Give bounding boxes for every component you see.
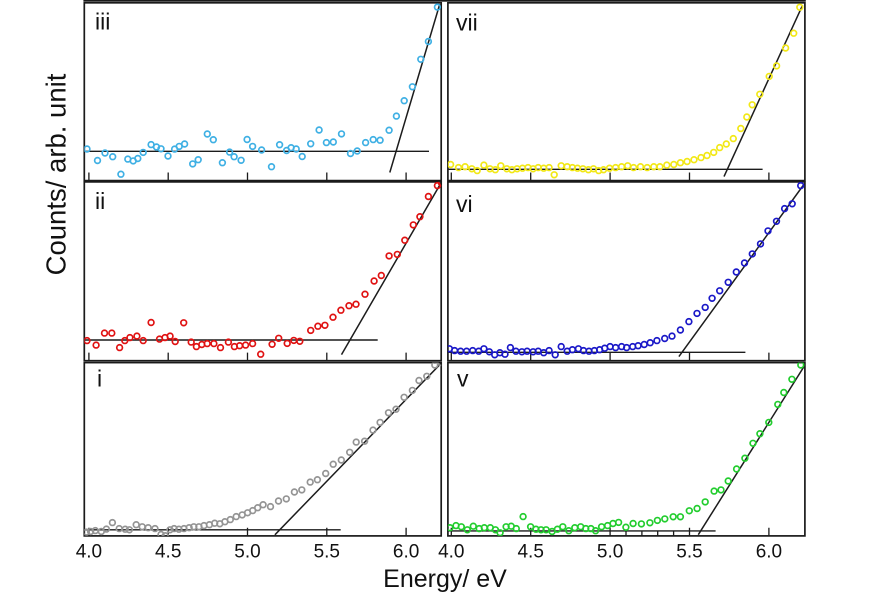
svg-text:vi: vi [456,191,473,217]
svg-text:v: v [457,366,469,392]
svg-text:vii: vii [456,10,478,36]
svg-text:5.5: 5.5 [314,542,340,563]
svg-text:5.5: 5.5 [676,542,702,563]
svg-text:4.0: 4.0 [438,542,464,563]
svg-text:ii: ii [95,188,105,214]
svg-text:iii: iii [95,9,110,35]
svg-text:4.5: 4.5 [517,542,543,563]
svg-text:4.5: 4.5 [155,542,181,563]
svg-text:Energy/ eV: Energy/ eV [383,565,507,593]
svg-text:i: i [97,366,102,392]
svg-text:5.0: 5.0 [597,542,623,563]
svg-text:Counts/ arb. unit: Counts/ arb. unit [41,73,72,275]
svg-text:5.0: 5.0 [234,542,260,563]
svg-text:6.0: 6.0 [756,542,782,563]
svg-text:6.0: 6.0 [393,542,419,563]
svg-text:4.0: 4.0 [76,542,102,563]
